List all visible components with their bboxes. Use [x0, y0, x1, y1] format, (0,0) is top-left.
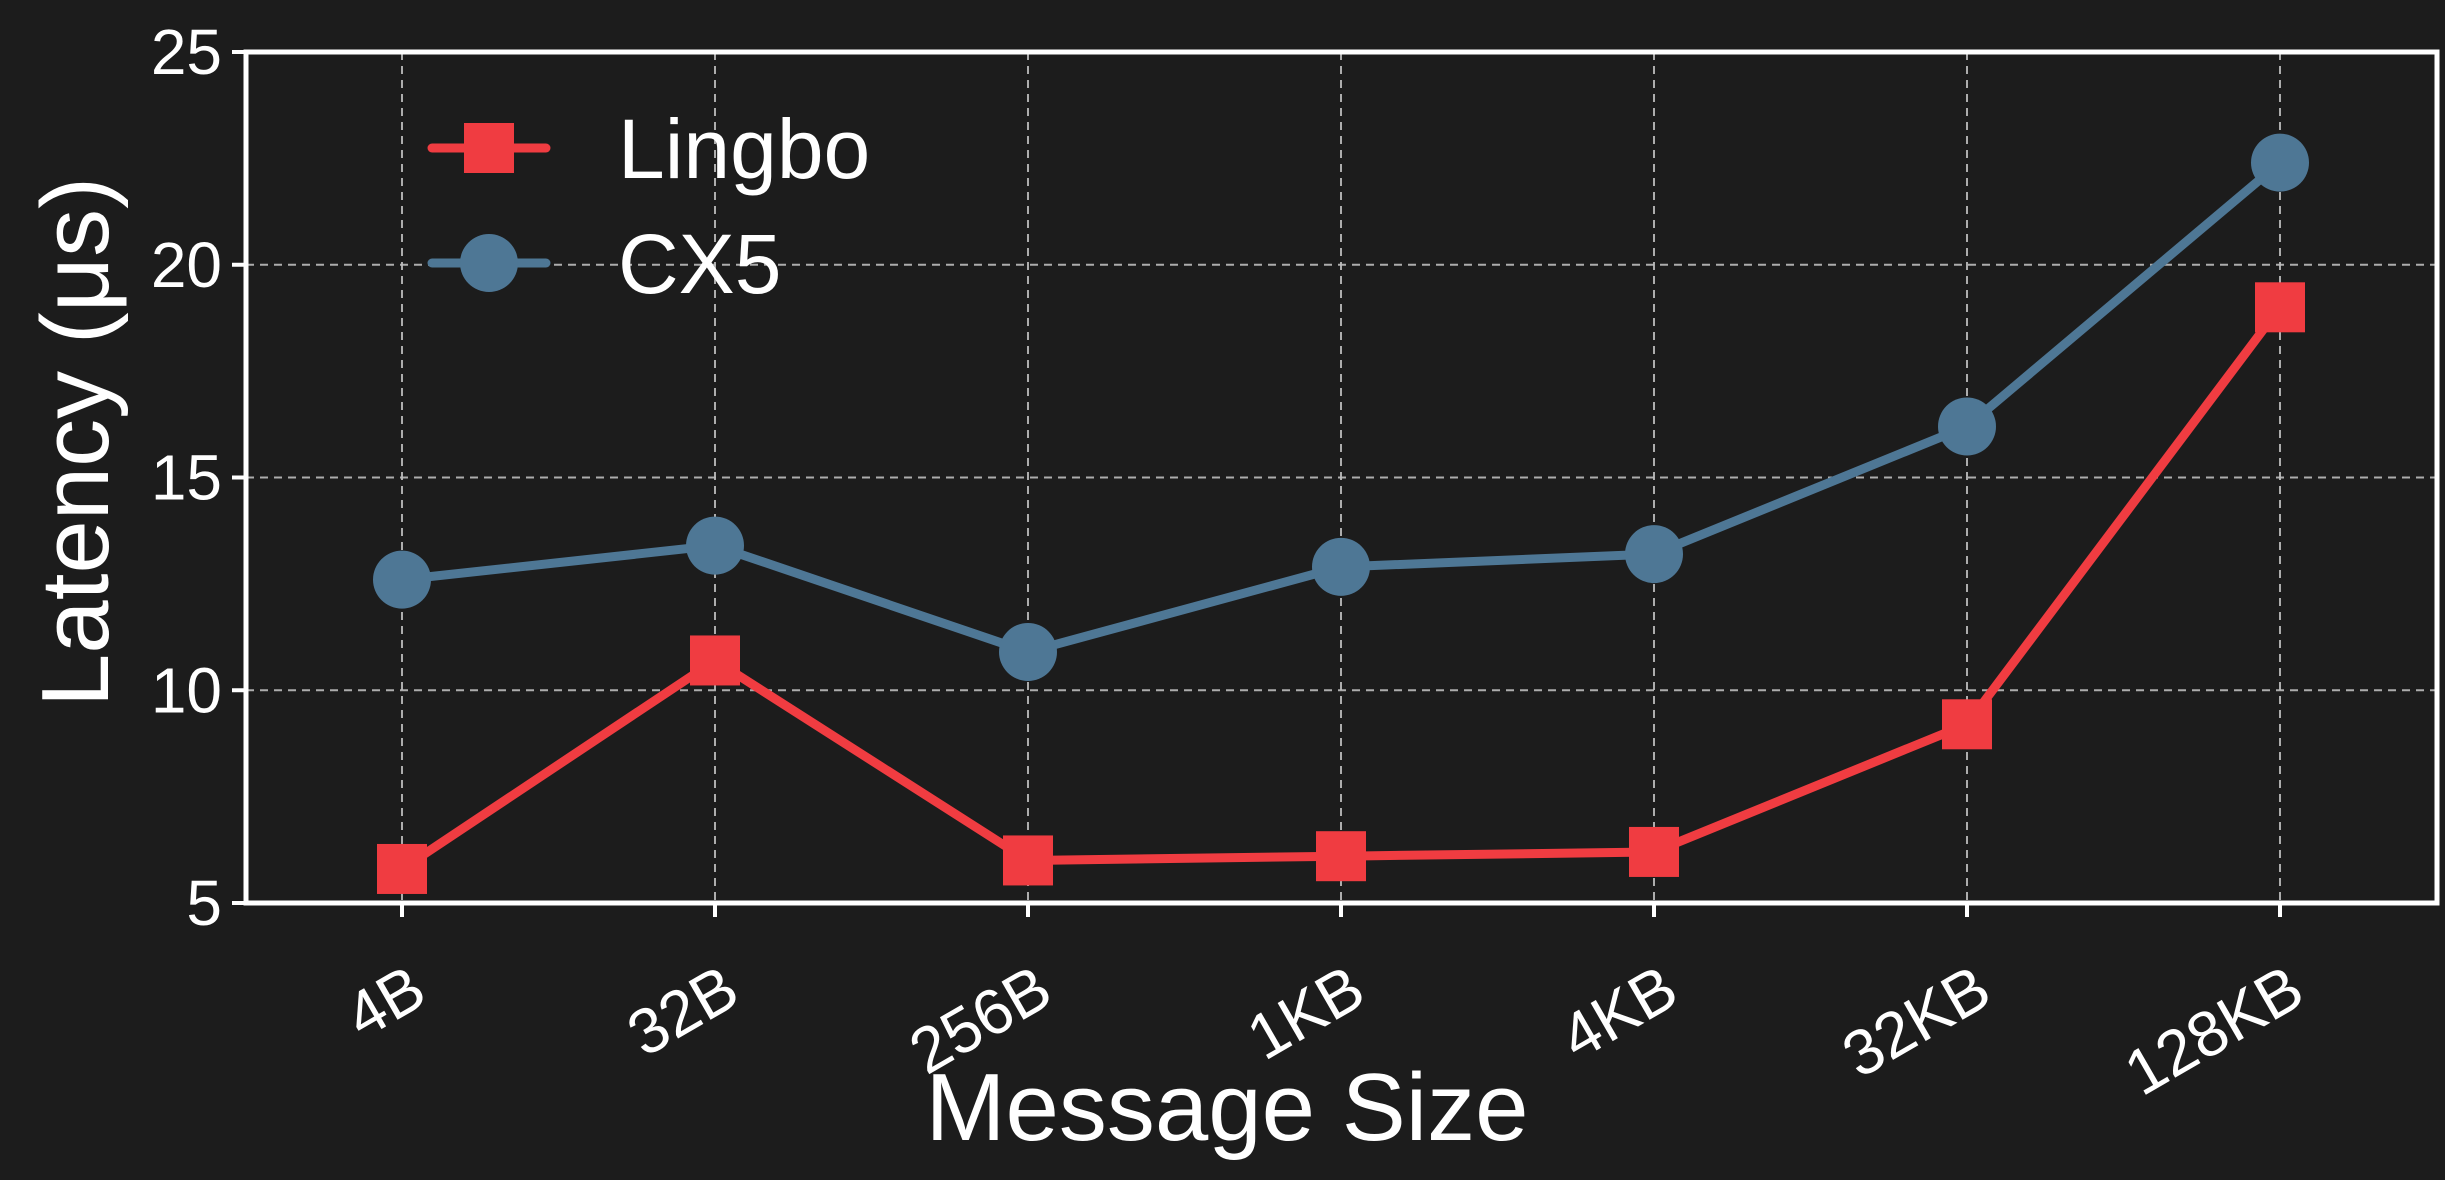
- data-point: [686, 516, 744, 575]
- data-point: [1629, 826, 1679, 877]
- data-point: [1312, 537, 1370, 596]
- y-tick-label: 5: [186, 867, 222, 939]
- legend-item: Lingbo: [427, 102, 870, 196]
- data-point: [1625, 525, 1683, 584]
- series-layer: [373, 133, 2309, 894]
- legend-label: CX5: [618, 217, 781, 311]
- data-point: [1938, 397, 1996, 456]
- legend-marker: [460, 234, 518, 292]
- y-tick-label: 25: [151, 16, 222, 88]
- data-point: [1942, 699, 1992, 750]
- data-point: [999, 622, 1057, 681]
- legend-marker: [464, 123, 514, 173]
- data-point: [377, 843, 427, 894]
- series-lingbo: [377, 282, 2305, 894]
- legend: Lingbo CX5: [427, 102, 870, 311]
- x-axis-label: Message Size: [926, 1054, 1529, 1161]
- data-point: [690, 635, 740, 686]
- data-point: [2255, 282, 2305, 333]
- y-axis: 5 10 15 20 25: [151, 16, 246, 939]
- y-tick-label: 15: [151, 442, 222, 514]
- series-cx5: [373, 133, 2309, 681]
- y-axis-label: Latency (μs): [22, 177, 129, 707]
- legend-item: CX5: [427, 217, 781, 311]
- y-tick-label: 10: [151, 654, 222, 726]
- data-point: [373, 550, 431, 609]
- grid-lines: [246, 52, 2437, 903]
- data-point: [1316, 831, 1366, 882]
- y-tick-label: 20: [151, 229, 222, 301]
- legend-label: Lingbo: [618, 102, 870, 196]
- data-point: [1003, 835, 1053, 886]
- data-point: [2251, 133, 2309, 192]
